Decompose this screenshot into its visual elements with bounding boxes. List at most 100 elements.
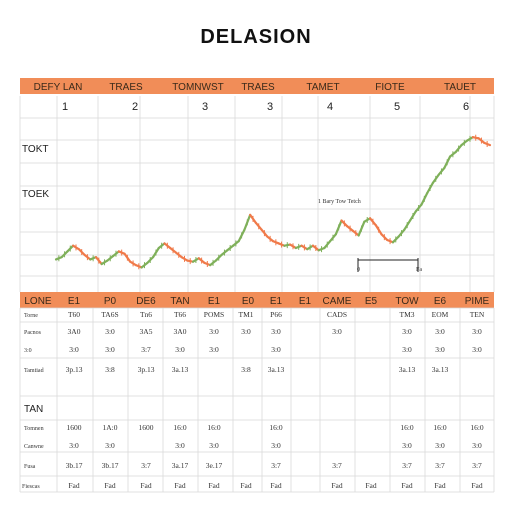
block1-row-label: Tamtiad	[24, 368, 44, 374]
header-number: 3	[267, 101, 273, 113]
bottom-header-label: E0	[242, 296, 255, 307]
bottom-header-label: P0	[104, 296, 117, 307]
block2-cell: 1600	[67, 423, 82, 432]
block2-cell: 3:0	[402, 441, 412, 450]
row-a-cell: EOM	[432, 310, 449, 319]
block2-cell: 3:0	[435, 441, 445, 450]
header-number: 3	[202, 101, 208, 113]
annotation-label: 1 Bary Tow Tetch	[318, 199, 361, 205]
header-number: 4	[327, 101, 333, 113]
block1-cell: 3a.13	[172, 365, 189, 374]
annotation-start: 0	[357, 267, 360, 273]
block1-cell: 3:7	[141, 345, 151, 354]
bottom-header-label: E5	[365, 296, 378, 307]
block1-cell: 3A0	[174, 327, 187, 336]
annotation-end: Fa	[416, 267, 422, 273]
header-number: 6	[463, 101, 469, 113]
block2-cell: 3:0	[209, 441, 219, 450]
footer-label: Fiescas	[22, 484, 40, 490]
block2-cell: 3b.17	[66, 461, 83, 470]
header-label: DEFY LAN	[34, 82, 83, 93]
block1-cell: 3:0	[271, 345, 281, 354]
footer-cell: Fad	[270, 481, 282, 490]
bottom-header-label: E1	[270, 296, 283, 307]
block2-cell: 1600	[139, 423, 154, 432]
block2-cell: 16:0	[207, 423, 221, 432]
block2-cell: 3:7	[332, 461, 342, 470]
header-label: TOMNWST	[172, 82, 223, 93]
row-a-cell: TEN	[470, 310, 485, 319]
header-number: 2	[132, 101, 138, 113]
block1-cell: 3:8	[105, 365, 115, 374]
block2-cell: 3e.17	[206, 461, 223, 470]
block1-cell: 3:0	[209, 345, 219, 354]
footer-cell: Fad	[434, 481, 446, 490]
block2-cell: 16:0	[470, 423, 484, 432]
block2-cell: 3:7	[141, 461, 151, 470]
row-a-cell: Tn6	[140, 310, 152, 319]
block1-cell: 3:0	[402, 345, 412, 354]
block1-cell: 3a.13	[268, 365, 285, 374]
block2-cell: 16:0	[269, 423, 283, 432]
bottom-header-label: TAN	[170, 296, 189, 307]
row-label-toek: TOEK	[22, 189, 49, 200]
bottom-header-band	[20, 292, 494, 308]
header-number: 5	[394, 101, 400, 113]
header-number: 1	[62, 101, 68, 113]
block2-cell: 16:0	[173, 423, 187, 432]
section-label: TAN	[24, 404, 43, 415]
header-label: TAUET	[444, 82, 476, 93]
footer-cell: Fad	[331, 481, 343, 490]
row-a-label: Torne	[24, 313, 38, 319]
bottom-header-label: LONE	[24, 296, 52, 307]
block2-row-label: Tomnen	[24, 426, 44, 432]
block1-cell: 3:0	[69, 345, 79, 354]
block1-cell: 3:0	[271, 327, 281, 336]
block2-row-label: Fusa	[24, 464, 36, 470]
block2-cell: 16:0	[433, 423, 447, 432]
footer-cell: Fad	[240, 481, 252, 490]
bottom-header-label: DE6	[136, 296, 156, 307]
header-label: TRAES	[241, 82, 275, 93]
footer-cell: Fad	[208, 481, 220, 490]
row-a-cell: T60	[68, 310, 80, 319]
block1-cell: 3:0	[209, 327, 219, 336]
bottom-header-label: TOW	[395, 296, 419, 307]
bottom-header-label: E6	[434, 296, 447, 307]
block2-row-label: Canwne	[24, 444, 44, 450]
block1-cell: 3:0	[241, 327, 251, 336]
block1-cell: 3p.13	[66, 365, 83, 374]
footer-cell: Fad	[104, 481, 116, 490]
block1-cell: 3:0	[402, 327, 412, 336]
block1-cell: 3:0	[435, 345, 445, 354]
block1-cell: 3:0	[435, 327, 445, 336]
block1-cell: 3:0	[105, 345, 115, 354]
footer-cell: Fad	[365, 481, 377, 490]
block1-cell: 3:0	[472, 327, 482, 336]
bottom-header-label: E1	[208, 296, 221, 307]
row-label-tokt: TOKT	[22, 144, 48, 155]
header-label: TAMET	[306, 82, 339, 93]
row-a-cell: CADS	[327, 310, 347, 319]
block1-cell: 3A5	[140, 327, 153, 336]
block2-cell: 1A:0	[103, 423, 118, 432]
header-label: FIOTE	[375, 82, 405, 93]
top-header-band	[20, 78, 494, 94]
block1-cell: 3a.13	[432, 365, 449, 374]
chart-title: DELASION	[200, 26, 312, 48]
block2-cell: 16:0	[400, 423, 414, 432]
footer-cell: Fad	[471, 481, 483, 490]
bottom-header-label: E1	[68, 296, 81, 307]
row-a-cell: TA6S	[101, 310, 118, 319]
block2-cell: 3:0	[175, 441, 185, 450]
row-a-cell: P66	[270, 310, 282, 319]
block1-row-label: Pacnos	[24, 330, 42, 336]
row-a-cell: T66	[174, 310, 186, 319]
row-a-cell: POMS	[204, 310, 224, 319]
row-a-cell: TM3	[400, 310, 415, 319]
bottom-header-label: PIME	[465, 296, 490, 307]
block2-cell: 3:0	[472, 441, 482, 450]
footer-cell: Fad	[140, 481, 152, 490]
block2-cell: 3:0	[69, 441, 79, 450]
